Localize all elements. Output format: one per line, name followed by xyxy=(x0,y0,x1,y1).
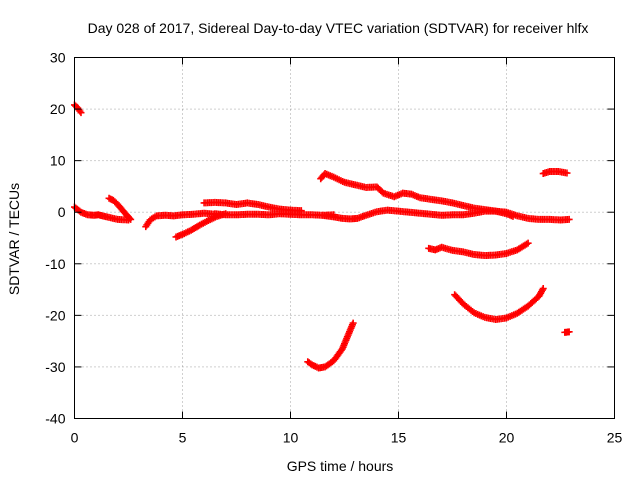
y-tick-label: 0 xyxy=(58,204,66,220)
y-tick-label: -40 xyxy=(45,411,65,427)
y-tick-label: -10 xyxy=(45,256,65,272)
x-tick-label: 0 xyxy=(71,430,79,446)
x-tick-label: 5 xyxy=(179,430,187,446)
y-tick-label: -20 xyxy=(45,307,65,323)
y-tick-label: 30 xyxy=(50,50,66,66)
data-point xyxy=(77,109,85,117)
x-tick-label: 20 xyxy=(499,430,515,446)
x-tick-label: 10 xyxy=(283,430,299,446)
data-point xyxy=(509,212,517,220)
axis-ticks: 0 5 10 15 20 25 -40 -30 -20 -10 0 10 20 30 xyxy=(45,50,622,446)
data-point xyxy=(524,239,532,247)
x-tick-label: 15 xyxy=(391,430,407,446)
grid-lines xyxy=(74,57,615,419)
x-axis-label: GPS time / hours xyxy=(287,458,394,474)
data-point xyxy=(126,214,134,222)
data-points xyxy=(71,101,573,372)
data-point xyxy=(563,169,571,177)
data-point xyxy=(565,328,573,336)
data-point xyxy=(127,215,135,223)
plot-frame xyxy=(74,57,615,419)
x-tick-label: 25 xyxy=(607,430,623,446)
y-tick-label: 20 xyxy=(50,101,66,117)
y-tick-label: 10 xyxy=(50,153,66,169)
data-point xyxy=(349,319,357,327)
y-axis-label: SDTVAR / TECUs xyxy=(6,183,22,295)
chart-title: Day 028 of 2017, Sidereal Day-to-day VTE… xyxy=(88,20,589,36)
data-point xyxy=(539,285,547,293)
y-tick-label: -30 xyxy=(45,359,65,375)
data-point xyxy=(565,215,573,223)
